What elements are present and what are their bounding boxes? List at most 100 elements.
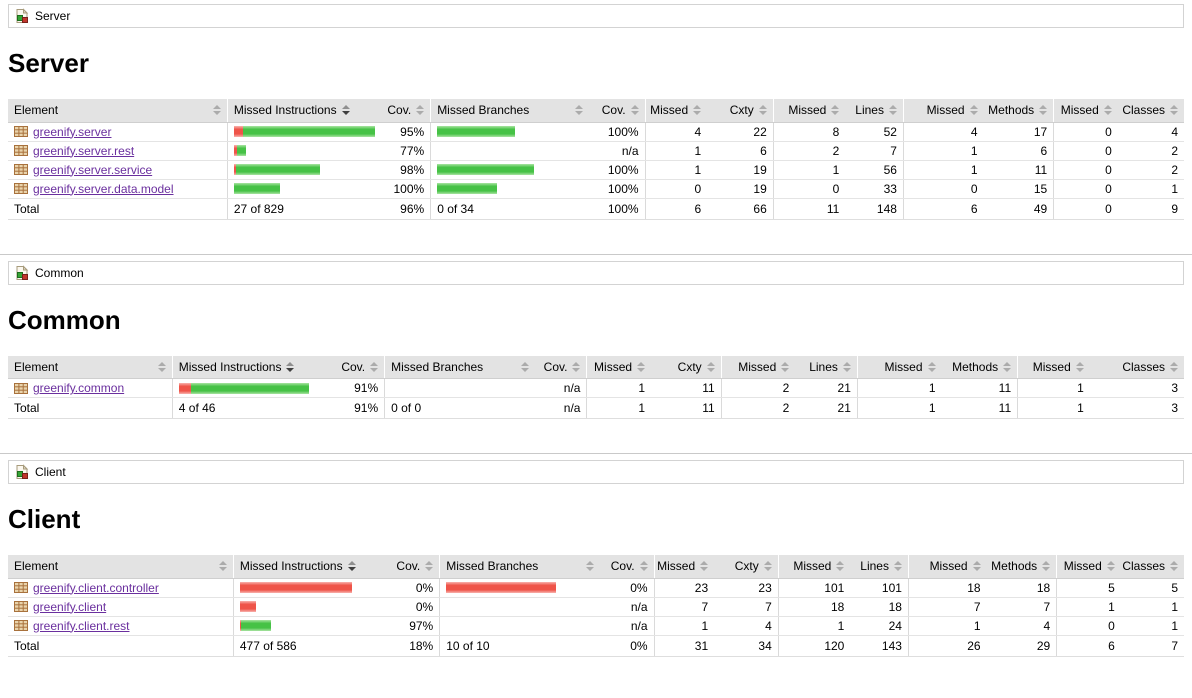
counter-value: 1 — [856, 378, 942, 398]
counter-value: 2 — [720, 378, 796, 398]
package-link[interactable]: greenify.client — [33, 599, 107, 614]
column-header-missed-9[interactable]: Missed — [902, 99, 984, 123]
section-client: Client Client Element Missed Instructions… — [0, 460, 1192, 657]
column-header-lines-8[interactable]: Lines — [795, 355, 858, 379]
column-header-missed-instructions-1[interactable]: Missed Instructions — [232, 555, 392, 579]
total-instructions: 27 of 829 — [226, 197, 383, 220]
section-divider — [0, 253, 1192, 255]
package-link[interactable]: greenify.server.service — [33, 162, 153, 177]
column-header-missed-11[interactable]: Missed — [1053, 99, 1118, 123]
total-branches: 0 of 34 — [430, 197, 589, 220]
column-header-missed-branches-3[interactable]: Missed Branches — [384, 355, 535, 379]
sort-arrows-icon — [520, 361, 529, 372]
table-header-row: Element Missed Instructions Cov. Missed Bra… — [8, 555, 1184, 579]
column-header-methods-10[interactable]: Methods — [941, 355, 1018, 379]
total-counter-value: 49 — [983, 197, 1054, 220]
branches-coverage-value: n/a — [599, 616, 655, 636]
branches-coverage-bar — [437, 164, 583, 175]
total-counter-value: 11 — [772, 197, 846, 220]
column-header-missed-7[interactable]: Missed — [720, 355, 796, 379]
column-header-missed-5[interactable]: Missed — [653, 555, 715, 579]
column-header-methods-10[interactable]: Methods — [983, 99, 1054, 123]
counter-value: 7 — [907, 597, 987, 617]
column-header-missed-branches-3[interactable]: Missed Branches — [430, 99, 589, 123]
branches-coverage-bar-covered — [437, 164, 535, 175]
counter-value: 0 — [902, 179, 984, 199]
column-header-missed-11[interactable]: Missed — [1017, 355, 1090, 379]
package-link[interactable]: greenify.client.controller — [33, 580, 159, 595]
package-link[interactable]: greenify.server.data.model — [33, 181, 174, 196]
column-header-cov-2[interactable]: Cov. — [382, 99, 431, 123]
total-label: Total — [8, 397, 173, 419]
column-header-missed-7[interactable]: Missed — [772, 99, 846, 123]
counter-value: 18 — [986, 578, 1057, 598]
column-header-cov-4[interactable]: Cov. — [599, 555, 655, 579]
column-header-missed-9[interactable]: Missed — [907, 555, 987, 579]
column-header-element-0[interactable]: Element — [8, 555, 234, 579]
sort-arrows-icon — [1075, 361, 1084, 372]
package-icon — [14, 144, 29, 157]
counter-value: 5 — [1120, 578, 1184, 598]
column-header-classes-12[interactable]: Classes — [1089, 355, 1184, 379]
counter-value: 1 — [1120, 616, 1184, 636]
table-row: greenify.client.rest 97% n/a 1 4 1 24 1 4 0 1 — [8, 616, 1184, 636]
package-link[interactable]: greenify.client.rest — [33, 618, 130, 633]
column-header-classes-12[interactable]: Classes — [1120, 555, 1184, 579]
column-header-element-0[interactable]: Element — [8, 99, 228, 123]
total-instructions-coverage: 18% — [391, 634, 440, 657]
column-header-missed-5[interactable]: Missed — [644, 99, 708, 123]
column-header-cov-4[interactable]: Cov. — [588, 99, 646, 123]
breadcrumb: Server — [8, 4, 1184, 28]
counter-value: 17 — [983, 122, 1054, 142]
branches-coverage-bar-covered — [437, 183, 498, 194]
table-row: greenify.client.controller 0% 0% 23 23 101 101… — [8, 578, 1184, 598]
counter-value: 0 — [772, 179, 846, 199]
column-header-missed-7[interactable]: Missed — [777, 555, 851, 579]
column-header-methods-10[interactable]: Methods — [986, 555, 1057, 579]
counter-value: 0 — [1053, 160, 1118, 180]
sort-arrows-icon — [370, 361, 379, 372]
column-header-element-0[interactable]: Element — [8, 355, 173, 379]
column-header-lines-8[interactable]: Lines — [850, 555, 909, 579]
column-header-cov-2[interactable]: Cov. — [338, 355, 385, 379]
total-counter-value: 21 — [795, 397, 858, 419]
column-header-cxty-6[interactable]: Cxty — [714, 555, 779, 579]
package-icon — [14, 581, 29, 594]
package-link[interactable]: greenify.server.rest — [33, 143, 135, 158]
counter-value: 0 — [644, 179, 708, 199]
column-header-missed-9[interactable]: Missed — [856, 355, 942, 379]
total-instructions-coverage: 96% — [382, 197, 431, 220]
column-header-missed-instructions-1[interactable]: Missed Instructions — [171, 355, 339, 379]
sort-arrows-icon — [758, 105, 767, 116]
total-counter-value: 11 — [941, 397, 1018, 419]
breadcrumb-label: Server — [35, 9, 71, 23]
sort-arrows-icon — [1003, 361, 1012, 372]
column-header-missed-5[interactable]: Missed — [586, 355, 652, 379]
total-counter-value: 9 — [1117, 197, 1184, 220]
counter-value: 56 — [845, 160, 904, 180]
counter-value: 101 — [850, 578, 909, 598]
column-header-missed-branches-3[interactable]: Missed Branches — [439, 555, 600, 579]
column-header-cxty-6[interactable]: Cxty — [651, 355, 722, 379]
column-header-missed-instructions-1[interactable]: Missed Instructions — [226, 99, 383, 123]
column-header-lines-8[interactable]: Lines — [845, 99, 904, 123]
breadcrumb-label: Common — [35, 265, 84, 280]
sort-arrows-icon — [1170, 561, 1178, 572]
sort-arrows-icon — [763, 561, 772, 572]
sort-arrows-icon — [706, 361, 715, 372]
total-counter-value: 26 — [907, 634, 987, 657]
counter-value: 1 — [644, 141, 708, 161]
total-counter-value: 143 — [850, 634, 909, 657]
total-instructions-coverage: 91% — [338, 397, 385, 419]
package-link[interactable]: greenify.common — [33, 381, 125, 395]
sort-arrows-icon — [286, 361, 295, 372]
branches-coverage-value: 100% — [588, 179, 646, 199]
column-header-cxty-6[interactable]: Cxty — [707, 99, 774, 123]
package-link[interactable]: greenify.server — [33, 124, 112, 139]
instructions-coverage-bar-covered — [190, 382, 309, 394]
instructions-coverage-value: 95% — [382, 122, 431, 142]
column-header-cov-2[interactable]: Cov. — [391, 555, 440, 579]
column-header-missed-11[interactable]: Missed — [1056, 555, 1121, 579]
column-header-cov-4[interactable]: Cov. — [534, 355, 587, 379]
column-header-classes-12[interactable]: Classes — [1117, 99, 1184, 123]
